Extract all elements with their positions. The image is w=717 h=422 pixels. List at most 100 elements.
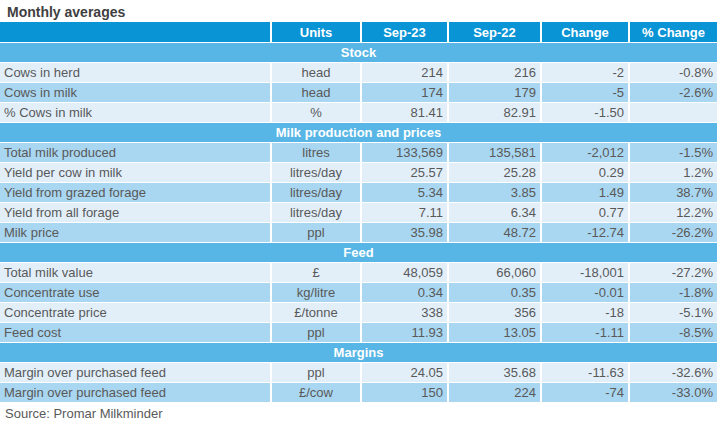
- change-value-cell: 0.77: [540, 203, 628, 223]
- sep22-value-cell: 224: [447, 383, 540, 403]
- change-value-cell: -2,012: [540, 143, 628, 163]
- row-label-cell: Margin over purchased feed: [0, 383, 270, 403]
- table-row: Milk priceppl35.9848.72-12.74-26.2%: [0, 223, 717, 243]
- row-label-cell: Concentrate use: [0, 283, 270, 303]
- units-cell: litres/day: [270, 183, 360, 203]
- sep22-value-cell: 82.91: [447, 103, 540, 123]
- row-label-cell: Total milk produced: [0, 143, 270, 163]
- units-cell: head: [270, 83, 360, 103]
- sep22-value-cell: 356: [447, 303, 540, 323]
- sep22-value-cell: 0.35: [447, 283, 540, 303]
- header-cell-sep22: Sep-22: [447, 22, 540, 43]
- table-row: Yield from all foragelitres/day7.116.340…: [0, 203, 717, 223]
- row-label-cell: Yield per cow in milk: [0, 163, 270, 183]
- header-cell-blank: [0, 22, 270, 43]
- page-title: Monthly averages: [0, 0, 717, 21]
- sep22-value-cell: 48.72: [447, 223, 540, 243]
- table-row: Feed costppl11.9313.05-1.11-8.5%: [0, 323, 717, 343]
- sep23-value-cell: 214: [360, 63, 447, 83]
- pct-change-value-cell: -8.5%: [628, 323, 717, 343]
- sep22-value-cell: 135,581: [447, 143, 540, 163]
- units-cell: £: [270, 263, 360, 283]
- sep22-value-cell: 13.05: [447, 323, 540, 343]
- monthly-averages-table: Units Sep-23 Sep-22 Change % Change Stoc…: [0, 22, 717, 403]
- units-cell: ppl: [270, 323, 360, 343]
- units-cell: %: [270, 103, 360, 123]
- sep23-value-cell: 25.57: [360, 163, 447, 183]
- row-label-cell: Cows in milk: [0, 83, 270, 103]
- sep23-value-cell: 150: [360, 383, 447, 403]
- units-cell: kg/litre: [270, 283, 360, 303]
- section-title: Stock: [0, 43, 717, 63]
- units-cell: head: [270, 63, 360, 83]
- sep23-value-cell: 35.98: [360, 223, 447, 243]
- source-note: Source: Promar Milkminder: [0, 403, 717, 421]
- pct-change-value-cell: -5.1%: [628, 303, 717, 323]
- table-body: StockCows in herdhead214216-2-0.8%Cows i…: [0, 43, 717, 403]
- pct-change-value-cell: 38.7%: [628, 183, 717, 203]
- pct-change-value-cell: 12.2%: [628, 203, 717, 223]
- section-header-row: Milk production and prices: [0, 123, 717, 143]
- units-cell: ppl: [270, 223, 360, 243]
- table-row: Cows in herdhead214216-2-0.8%: [0, 63, 717, 83]
- sep22-value-cell: 35.68: [447, 363, 540, 383]
- header-cell-units: Units: [270, 22, 360, 43]
- change-value-cell: -11.63: [540, 363, 628, 383]
- sep23-value-cell: 48,059: [360, 263, 447, 283]
- pct-change-value-cell: -0.8%: [628, 63, 717, 83]
- units-cell: litres/day: [270, 163, 360, 183]
- row-label-cell: Margin over purchased feed: [0, 363, 270, 383]
- change-value-cell: -1.50: [540, 103, 628, 123]
- change-value-cell: -74: [540, 383, 628, 403]
- row-label-cell: Cows in herd: [0, 63, 270, 83]
- header-cell-sep23: Sep-23: [360, 22, 447, 43]
- table-row: Margin over purchased feed£/cow150224-74…: [0, 383, 717, 403]
- pct-change-value-cell: -27.2%: [628, 263, 717, 283]
- units-cell: ppl: [270, 363, 360, 383]
- sep23-value-cell: 0.34: [360, 283, 447, 303]
- header-cell-change: Change: [540, 22, 628, 43]
- section-header-row: Margins: [0, 343, 717, 363]
- change-value-cell: -2: [540, 63, 628, 83]
- sep22-value-cell: 6.34: [447, 203, 540, 223]
- section-header-row: Stock: [0, 43, 717, 63]
- table-row: Yield per cow in milklitres/day25.5725.2…: [0, 163, 717, 183]
- row-label-cell: Total milk value: [0, 263, 270, 283]
- row-label-cell: Yield from all forage: [0, 203, 270, 223]
- sep23-value-cell: 174: [360, 83, 447, 103]
- table-row: Cows in milkhead174179-5-2.6%: [0, 83, 717, 103]
- change-value-cell: -18: [540, 303, 628, 323]
- sep23-value-cell: 81.41: [360, 103, 447, 123]
- pct-change-value-cell: -2.6%: [628, 83, 717, 103]
- row-label-cell: Yield from grazed forage: [0, 183, 270, 203]
- sep23-value-cell: 24.05: [360, 363, 447, 383]
- sep23-value-cell: 338: [360, 303, 447, 323]
- pct-change-value-cell: -26.2%: [628, 223, 717, 243]
- change-value-cell: -1.11: [540, 323, 628, 343]
- sep23-value-cell: 11.93: [360, 323, 447, 343]
- units-cell: litres/day: [270, 203, 360, 223]
- table-row: Margin over purchased feedppl24.0535.68-…: [0, 363, 717, 383]
- pct-change-value-cell: 1.2%: [628, 163, 717, 183]
- header-cell-pct-change: % Change: [628, 22, 717, 43]
- section-header-row: Feed: [0, 243, 717, 263]
- units-cell: £/tonne: [270, 303, 360, 323]
- change-value-cell: -12.74: [540, 223, 628, 243]
- sep22-value-cell: 25.28: [447, 163, 540, 183]
- section-title: Feed: [0, 243, 717, 263]
- row-label-cell: Feed cost: [0, 323, 270, 343]
- sep22-value-cell: 179: [447, 83, 540, 103]
- row-label-cell: Milk price: [0, 223, 270, 243]
- table-row: Concentrate price£/tonne338356-18-5.1%: [0, 303, 717, 323]
- row-label-cell: % Cows in milk: [0, 103, 270, 123]
- table-row: Total milk producedlitres133,569135,581-…: [0, 143, 717, 163]
- section-title: Margins: [0, 343, 717, 363]
- table-header-row: Units Sep-23 Sep-22 Change % Change: [0, 22, 717, 43]
- sep22-value-cell: 216: [447, 63, 540, 83]
- change-value-cell: 0.29: [540, 163, 628, 183]
- change-value-cell: -0.01: [540, 283, 628, 303]
- change-value-cell: -5: [540, 83, 628, 103]
- sep23-value-cell: 133,569: [360, 143, 447, 163]
- report-page: Monthly averages Units Sep-23 Sep-22 Cha…: [0, 0, 717, 422]
- table-row: Yield from grazed foragelitres/day5.343.…: [0, 183, 717, 203]
